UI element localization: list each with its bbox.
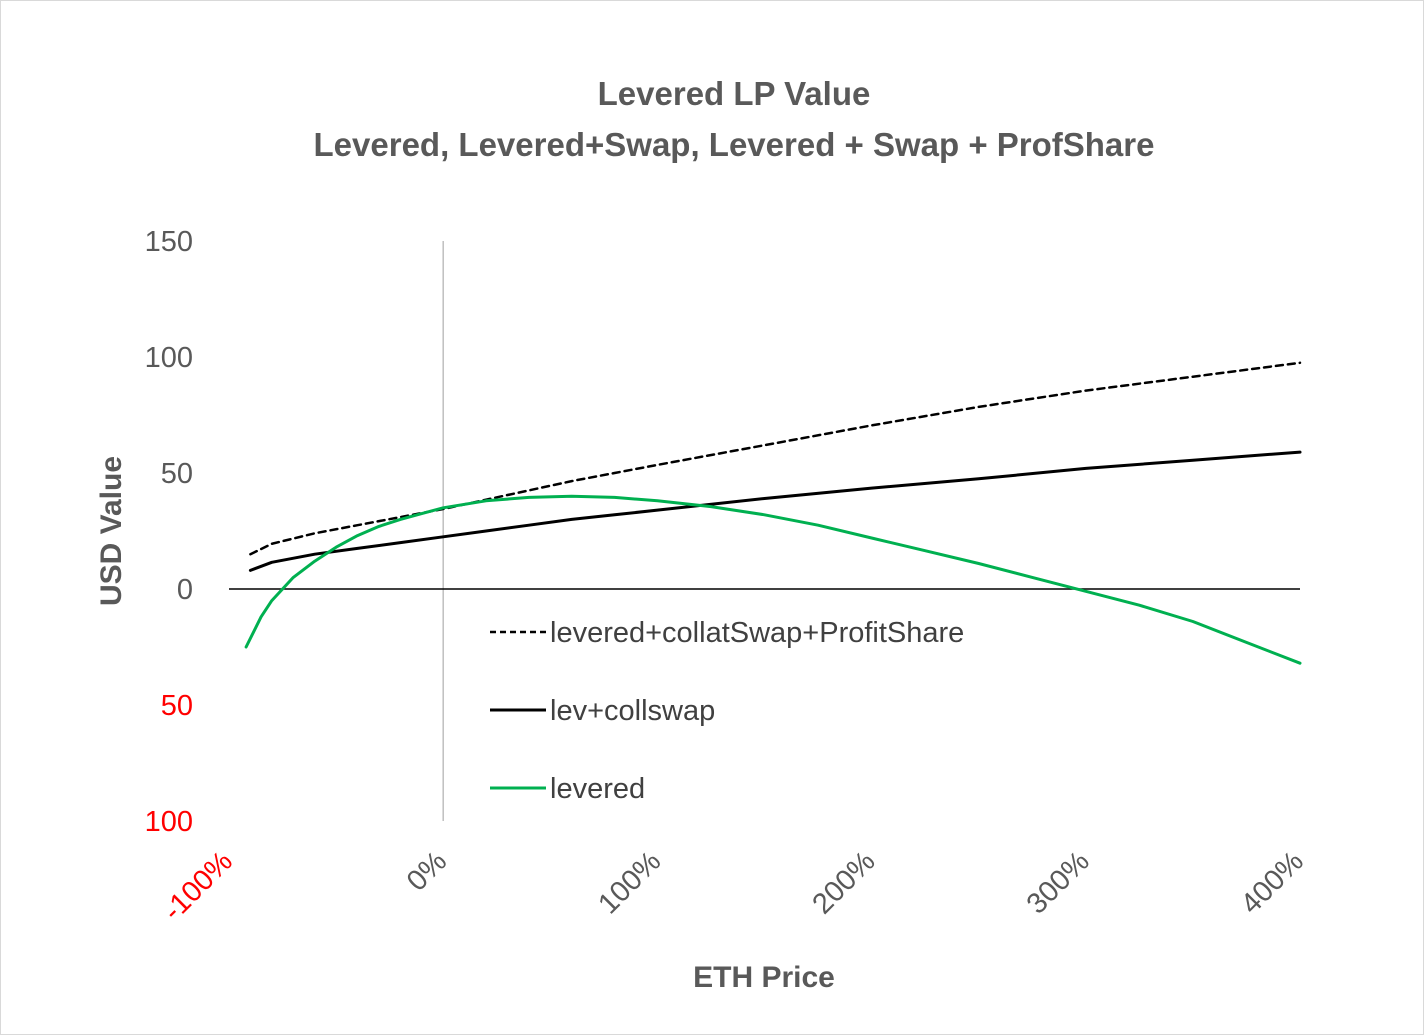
y-axis-title: USD Value [95, 456, 128, 606]
x-tick-label: 300% [1021, 845, 1096, 920]
x-axis-title: ETH Price [693, 961, 835, 994]
x-tick-label: 100% [592, 845, 667, 920]
y-tick-label: 50 [161, 458, 193, 490]
legend-label-lev-collswap: lev+collswap [550, 695, 715, 727]
series-line-levered-collatswap-profitshare [249, 361, 1302, 556]
y-tick-label: 50 [161, 690, 193, 722]
y-tick-label: 100 [145, 342, 193, 374]
series-line-levered [244, 494, 1302, 665]
y-tick-label: 100 [145, 806, 193, 838]
legend: levered+collatSwap+ProfitShare lev+colls… [490, 617, 964, 805]
axes-layer [229, 241, 1300, 821]
x-tick-label: 400% [1235, 845, 1310, 920]
chart-title: Levered LP Value [598, 75, 871, 112]
x-tick-label: 0% [401, 845, 453, 897]
series-layer [244, 361, 1302, 665]
ticks-layer: 150 100 50 0 50 100 -100% 0% 100% 200% 300% 400% [145, 226, 1310, 927]
x-tick-label: -100% [157, 845, 239, 927]
legend-label-levered-collatswap-profitshare: levered+collatSwap+ProfitShare [550, 617, 964, 649]
x-tick-label: 200% [806, 845, 881, 920]
y-tick-label: 0 [177, 574, 193, 606]
chart-subtitle: Levered, Levered+Swap, Levered + Swap + … [314, 126, 1155, 163]
legend-label-levered: levered [550, 773, 645, 805]
series-line-lev-collswap [248, 450, 1302, 572]
y-tick-label: 150 [145, 226, 193, 258]
